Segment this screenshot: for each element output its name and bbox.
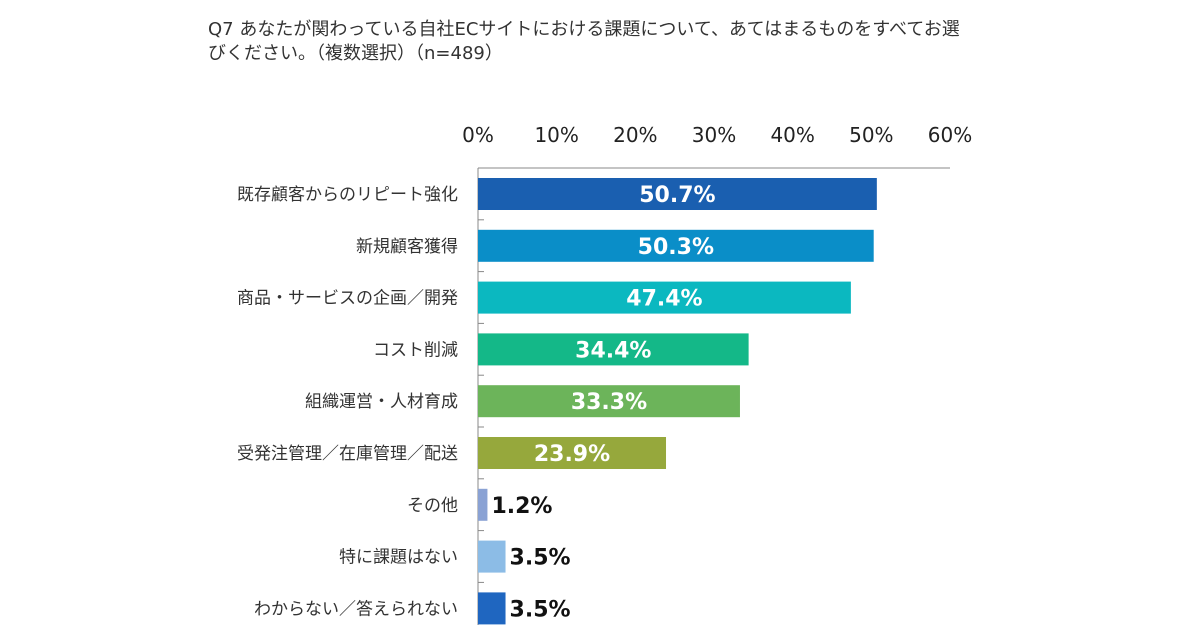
bar [478,488,488,521]
category-label: 商品・サービスの企画／開発 [237,289,458,309]
category-label: 受発注管理／在庫管理／配送 [237,444,458,464]
data-label: 33.3% [571,390,647,415]
bar [478,385,740,418]
data-label: 34.4% [575,338,651,363]
category-label: 組織運営・人材育成 [305,392,458,412]
x-tick-label: 50% [849,123,893,147]
bar [478,333,749,366]
x-tick-label: 60% [928,123,972,147]
category-label: 既存顧客からのリピート強化 [237,185,458,205]
bar [478,178,877,210]
x-tick-label: 20% [613,123,657,147]
x-tick-label: 40% [770,123,814,147]
bar [478,540,506,573]
x-tick-label: 0% [462,123,494,147]
data-label: 47.4% [626,287,702,312]
category-label: その他 [407,496,458,516]
category-label: 新規顧客獲得 [356,237,458,257]
chart-title: Q7 あなたが関わっている自社ECサイトにおける課題について、あてはまるものをす… [208,19,960,64]
data-label: 1.2% [491,494,552,519]
category-label: 特に課題はない [339,548,458,568]
bar [478,592,506,625]
data-label: 50.3% [638,235,714,260]
x-tick-label: 30% [692,123,736,147]
x-tick-label: 10% [534,123,578,147]
category-label: わからない／答えられない [254,599,458,619]
bar [478,437,667,469]
bar [478,281,851,314]
data-label: 50.7% [639,183,715,208]
data-label: 3.5% [510,546,571,571]
category-label: コスト削減 [373,340,458,360]
bar [478,229,874,262]
data-label: 23.9% [534,442,610,467]
data-label: 3.5% [510,597,571,622]
